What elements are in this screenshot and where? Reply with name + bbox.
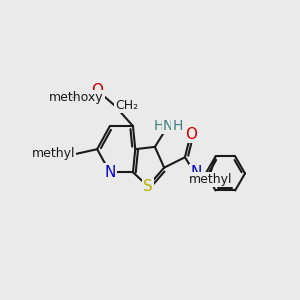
Text: N: N (104, 165, 116, 180)
Text: O: O (185, 127, 197, 142)
Text: N: N (191, 166, 202, 181)
Text: methoxy: methoxy (73, 96, 79, 97)
Text: H: H (192, 175, 202, 189)
Text: methoxy: methoxy (75, 96, 82, 97)
Text: methoxy: methoxy (72, 97, 78, 98)
Text: N: N (163, 118, 173, 133)
Text: H: H (153, 118, 164, 133)
Text: CH₂: CH₂ (115, 99, 138, 112)
Text: methyl: methyl (32, 147, 75, 160)
Text: O: O (91, 83, 103, 98)
Text: methoxy: methoxy (49, 91, 104, 104)
Text: methyl: methyl (189, 173, 233, 186)
Text: S: S (143, 178, 153, 194)
Text: H: H (172, 118, 183, 133)
